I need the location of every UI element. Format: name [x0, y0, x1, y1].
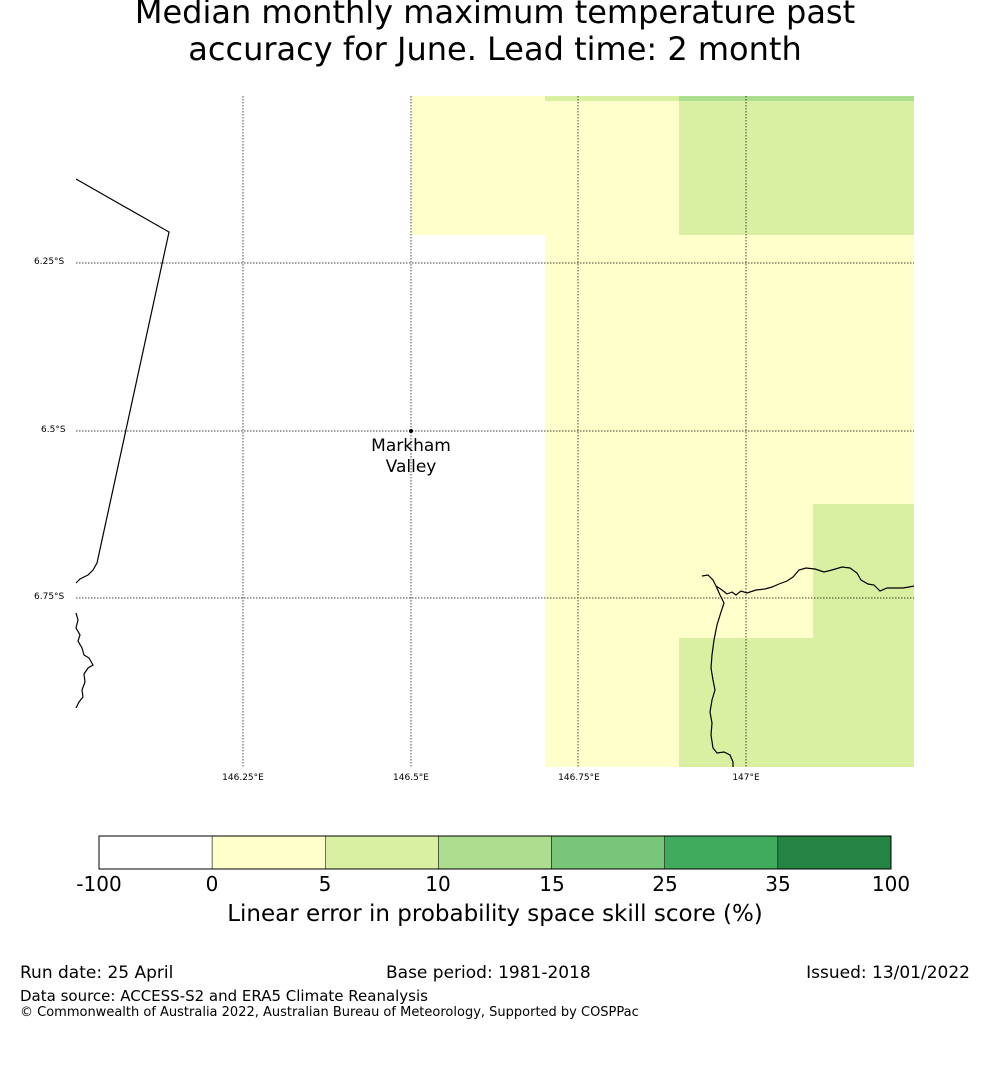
run-date: Run date: 25 April — [20, 963, 174, 983]
grid-cell-green-strip-mid — [545, 96, 679, 101]
title-line-1: Median monthly maximum temperature past — [134, 0, 856, 31]
markham-valley-marker — [409, 429, 413, 433]
place-label-markham-valley: Markham Valley — [371, 436, 451, 478]
colorbar-label: Linear error in probability space skill … — [227, 901, 763, 927]
map-title: Median monthly maximum temperature past … — [0, 0, 990, 68]
colorbar-tick: 0 — [205, 872, 219, 896]
base-period: Base period: 1981-2018 — [386, 963, 591, 983]
title-line-2: accuracy for June. Lead time: 2 month — [188, 30, 802, 68]
lon-label-147: 147°E — [732, 773, 760, 783]
colorbar-tick: 100 — [871, 872, 911, 896]
place-label-line-1: Markham — [371, 436, 451, 456]
colorbar — [98, 835, 892, 870]
colorbar-swatch — [98, 835, 213, 870]
coastline-west-fragment — [75, 612, 94, 709]
lat-label-6-25: 6.25°S — [34, 257, 65, 267]
colorbar-swatch — [551, 835, 665, 870]
coastlines — [75, 178, 915, 767]
lon-label-146-5: 146.5°E — [393, 773, 429, 783]
lon-label-146-75: 146.75°E — [558, 773, 600, 783]
data-source: Data source: ACCESS-S2 and ERA5 Climate … — [20, 987, 428, 1005]
colorbar-tick: 5 — [318, 872, 332, 896]
colorbar-swatch — [211, 835, 326, 870]
river-coast-east — [701, 566, 915, 596]
gridlines — [76, 96, 914, 767]
colorbar-tick: 10 — [425, 872, 451, 896]
grid-cell-yellow-top — [411, 96, 545, 235]
colorbar-swatch — [777, 835, 892, 870]
skill-grid — [411, 96, 914, 767]
boundary-line-west — [75, 178, 170, 584]
issued-date: Issued: 13/01/2022 — [806, 963, 970, 983]
grid-cell-yellow-column — [545, 96, 679, 767]
colorbar-tick: -100 — [76, 872, 122, 896]
colorbar-swatch — [438, 835, 552, 870]
colorbar-tick: 35 — [765, 872, 791, 896]
grid-cell-green-ne — [679, 96, 914, 235]
river-south-branch — [709, 585, 734, 767]
place-label-line-2: Valley — [385, 457, 437, 477]
colorbar-swatch — [664, 835, 779, 870]
lat-label-6-75: 6.75°S — [34, 592, 65, 602]
grid-cell-green-top-strip — [679, 96, 914, 101]
grid-cell-green-se — [679, 638, 914, 767]
lat-label-6-5: 6.5°S — [41, 425, 66, 435]
colorbar-tick: 15 — [539, 872, 565, 896]
copyright: © Commonwealth of Australia 2022, Austra… — [20, 1005, 639, 1020]
colorbar-tick: 25 — [652, 872, 678, 896]
colorbar-frame — [98, 835, 892, 870]
lon-label-146-25: 146.25°E — [222, 773, 264, 783]
colorbar-swatch — [325, 835, 439, 870]
